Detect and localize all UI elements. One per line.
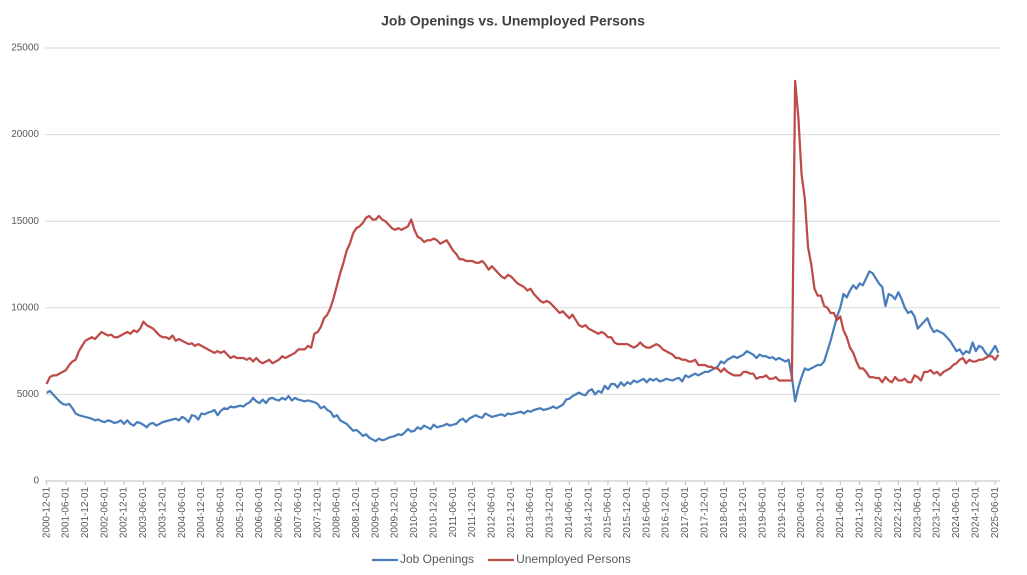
y-tick-label: 20000 <box>11 129 39 140</box>
x-tick-label: 2022-12-01 <box>893 487 904 539</box>
x-tick-label: 2021-06-01 <box>835 487 846 539</box>
x-tick-label: 2018-12-01 <box>738 487 749 539</box>
x-tick-label: 2017-12-01 <box>699 487 710 539</box>
x-tick-label: 2001-12-01 <box>80 487 91 539</box>
series-line <box>46 270 1000 443</box>
x-tick-label: 2010-12-01 <box>428 487 439 539</box>
x-tick-label: 2020-06-01 <box>796 487 807 539</box>
x-tick-label: 2007-06-01 <box>293 487 304 539</box>
y-tick-label: 5000 <box>17 389 40 400</box>
legend-label: Unemployed Persons <box>516 552 631 566</box>
x-tick-label: 2020-12-01 <box>816 487 827 539</box>
x-tick-label: 2011-06-01 <box>448 487 459 538</box>
x-tick-label: 2006-06-01 <box>254 487 265 539</box>
x-tick-label: 2006-12-01 <box>274 487 285 539</box>
x-tick-label: 2021-12-01 <box>854 487 865 539</box>
x-tick-label: 2002-12-01 <box>119 487 130 539</box>
x-tick-label: 2005-12-01 <box>235 487 246 539</box>
x-tick-label: 2023-12-01 <box>932 487 943 539</box>
x-tick-label: 2009-06-01 <box>370 487 381 539</box>
x-tick-label: 2012-12-01 <box>506 487 517 539</box>
x-tick-label: 2023-06-01 <box>912 487 923 539</box>
x-tick-label: 2000-12-01 <box>41 487 52 539</box>
y-tick-label: 15000 <box>11 216 39 227</box>
x-tick-label: 2002-06-01 <box>99 487 110 539</box>
x-tick-label: 2019-06-01 <box>758 487 769 539</box>
x-tick-label: 2013-12-01 <box>545 487 556 539</box>
x-tick-label: 2025-06-01 <box>990 487 1001 539</box>
x-tick-label: 2016-06-01 <box>641 487 652 539</box>
y-tick-label: 0 <box>33 476 39 487</box>
y-tick-label: 10000 <box>11 302 39 313</box>
legend-label: Job Openings <box>400 552 474 566</box>
x-tick-label: 2014-12-01 <box>583 487 594 539</box>
x-tick-label: 2015-06-01 <box>603 487 614 539</box>
x-tick-label: 2009-12-01 <box>390 487 401 539</box>
x-tick-label: 2003-12-01 <box>157 487 168 539</box>
x-tick-label: 2014-06-01 <box>564 487 575 539</box>
x-tick-label: 2013-06-01 <box>525 487 536 539</box>
x-tick-label: 2015-12-01 <box>622 487 633 539</box>
x-tick-label: 2018-06-01 <box>719 487 730 539</box>
x-tick-label: 2011-12-01 <box>467 487 478 538</box>
x-tick-label: 2004-06-01 <box>177 487 188 539</box>
x-tick-label: 2008-12-01 <box>351 487 362 539</box>
x-tick-label: 2003-06-01 <box>138 487 149 539</box>
x-tick-label: 2001-06-01 <box>61 487 72 539</box>
x-tick-label: 2005-06-01 <box>215 487 226 539</box>
x-tick-label: 2016-12-01 <box>661 487 672 539</box>
x-tick-label: 2017-06-01 <box>680 487 691 539</box>
x-tick-label: 2024-12-01 <box>970 487 981 539</box>
x-tick-label: 2019-12-01 <box>777 487 788 539</box>
x-tick-label: 2012-06-01 <box>486 487 497 539</box>
series-line <box>45 79 1000 385</box>
chart-title: Job Openings vs. Unemployed Persons <box>381 13 645 29</box>
x-tick-label: 2008-06-01 <box>332 487 343 539</box>
x-tick-label: 2022-06-01 <box>874 487 885 539</box>
y-tick-label: 25000 <box>11 43 39 54</box>
x-tick-label: 2024-06-01 <box>951 487 962 539</box>
x-tick-label: 2010-06-01 <box>409 487 420 539</box>
x-tick-label: 2007-12-01 <box>312 487 323 539</box>
x-tick-label: 2004-12-01 <box>196 487 207 539</box>
